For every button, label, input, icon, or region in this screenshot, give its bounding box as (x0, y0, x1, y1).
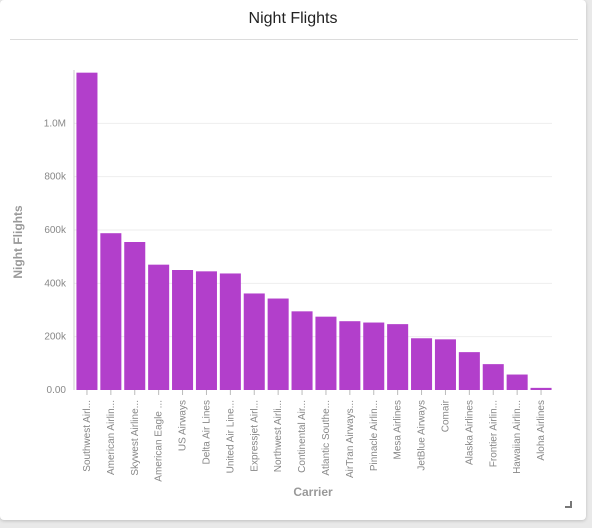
panel-title: Night Flights (248, 10, 338, 27)
x-tick-label: Continental Air... (297, 400, 308, 473)
bar[interactable] (100, 233, 122, 390)
bar[interactable] (291, 311, 313, 390)
bar[interactable] (506, 374, 528, 390)
x-axis-ticks: Southwest Airl... American Airlin... Skywe… (82, 390, 547, 482)
bar[interactable] (148, 264, 170, 390)
x-tick-label: AirTran Airways... (345, 400, 356, 478)
bar[interactable] (387, 324, 409, 390)
bar[interactable] (267, 298, 289, 390)
x-tick-label: Aloha Airlines (536, 400, 547, 461)
bar[interactable] (243, 293, 265, 390)
y-tick-label: 600k (44, 225, 67, 236)
x-tick-label: American Airlin... (106, 400, 117, 475)
bar[interactable] (195, 271, 217, 390)
x-tick-label: US Airways (178, 400, 189, 451)
bar[interactable] (76, 72, 98, 391)
y-tick-label: 800k (44, 172, 67, 183)
bar[interactable] (172, 270, 194, 390)
x-tick-label: Skywest Airline... (130, 400, 141, 476)
bar[interactable] (363, 322, 385, 390)
x-tick-label: Comair (440, 399, 451, 432)
bar[interactable] (434, 339, 456, 390)
bar[interactable] (219, 273, 241, 390)
y-tick-label: 400k (44, 278, 67, 289)
y-axis-title: Night Flights (11, 205, 25, 279)
bar[interactable] (411, 338, 433, 390)
bar[interactable] (315, 316, 337, 390)
y-tick-label: 0.00 (47, 385, 67, 396)
x-tick-label: Delta Air Lines (201, 400, 212, 464)
bar[interactable] (124, 242, 146, 390)
title-divider (10, 39, 578, 40)
x-tick-label: Pinnacle Airlin... (369, 400, 380, 471)
y-tick-label: 200k (44, 332, 67, 343)
x-axis-title: Carrier (293, 485, 333, 499)
x-tick-label: United Air Line... (225, 400, 236, 473)
x-tick-label: Atlantic Southe... (321, 400, 332, 476)
x-tick-label: Frontier Airlin... (488, 400, 499, 467)
resize-handle[interactable] (565, 501, 572, 508)
x-tick-label: Hawaiian Airlin... (512, 400, 523, 474)
x-tick-label: Mesa Airlines (393, 400, 404, 459)
bars (76, 72, 552, 391)
x-tick-label: Expressjet Airl... (249, 400, 260, 472)
bar[interactable] (339, 321, 361, 390)
y-tick-label: 1.0M (44, 118, 66, 129)
gridlines (74, 122, 552, 338)
bar-chart: 0.00 200k 400k 600k 800k 1.0M Southwest Airl.… (11, 70, 552, 499)
bar[interactable] (530, 387, 552, 390)
y-axis-ticks: 0.00 200k 400k 600k 800k 1.0M (44, 118, 67, 396)
bar[interactable] (458, 352, 480, 390)
x-tick-label: JetBlue Airways (417, 400, 428, 471)
x-tick-label: American Eagle ... (154, 400, 165, 482)
x-tick-label: Southwest Airl... (82, 400, 93, 472)
x-tick-label: Alaska Airlines (464, 400, 475, 465)
chart-panel: Night Flights 0.00 200k 400k 600k 800k 1.0M S… (0, 0, 586, 520)
x-tick-label: Northwest Airli... (273, 400, 284, 472)
bar[interactable] (482, 364, 504, 390)
